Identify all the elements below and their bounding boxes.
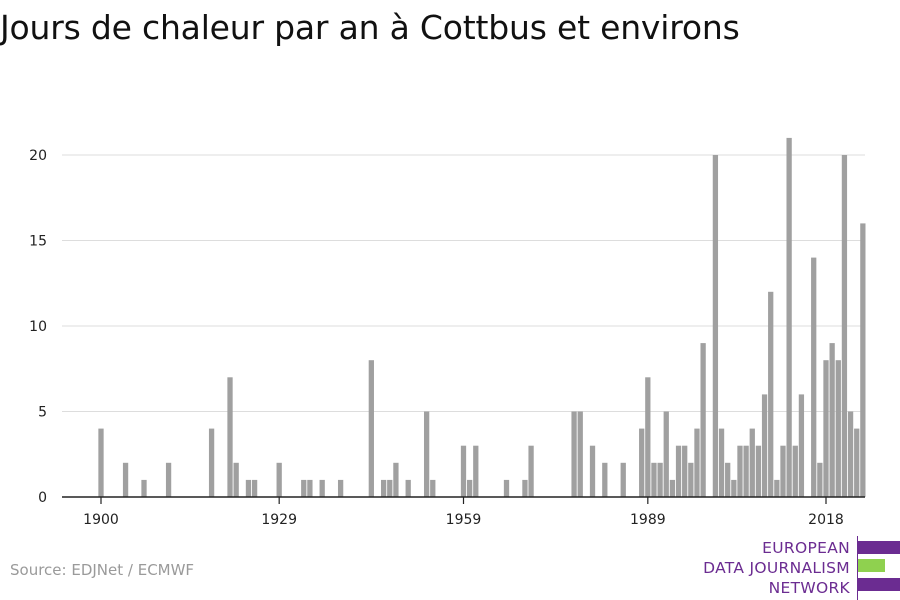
bar-1921 (227, 377, 233, 497)
bar-2012 (786, 137, 792, 497)
bar-1944 (368, 360, 374, 497)
bar-1904 (122, 462, 129, 497)
bar-1911 (165, 462, 172, 497)
gridlines (62, 154, 865, 412)
bar-1924 (245, 479, 252, 497)
bar-1989 (645, 377, 651, 497)
bar-2009 (768, 291, 774, 497)
bar-1982 (602, 462, 608, 497)
logo-divider (857, 536, 858, 600)
bar-1947 (387, 479, 393, 497)
bar-1948 (393, 462, 399, 497)
bar-1993 (669, 479, 676, 497)
logo-line-2: DATA JOURNALISM (703, 559, 850, 577)
y-tick-label-5: 5 (38, 405, 47, 421)
bar-1959 (460, 445, 467, 497)
bar-1988 (639, 428, 645, 497)
bar-1950 (405, 479, 411, 497)
logo-bar-bottom (858, 578, 900, 591)
bars (98, 137, 866, 497)
bar-1997 (694, 428, 700, 497)
bar-1969 (522, 479, 528, 497)
bar-1929 (276, 462, 282, 497)
bar-2002 (725, 462, 731, 497)
bar-2010 (774, 479, 780, 497)
axes: 0 5 10 15 20 1900 1929 1959 1989 2018 (29, 148, 865, 528)
bar-1980 (589, 445, 596, 497)
bar-2020 (835, 360, 841, 497)
bar-2017 (817, 462, 823, 497)
bar-1922 (233, 462, 239, 497)
bar-1936 (319, 479, 325, 497)
bar-1990 (651, 462, 657, 497)
bar-1934 (307, 479, 313, 497)
bar-1985 (620, 462, 626, 497)
logo-line-1: EUROPEAN (762, 539, 850, 557)
bar-2000 (712, 155, 719, 497)
bar-2014 (798, 394, 805, 497)
bar-2001 (718, 428, 725, 497)
x-tick-label-1929: 1929 (261, 512, 297, 528)
bar-2019 (829, 343, 835, 497)
bar-2003 (731, 479, 737, 497)
bar-2011 (780, 445, 786, 497)
bar-2005 (743, 445, 749, 497)
bar-1961 (473, 445, 479, 497)
y-tick-label-15: 15 (29, 234, 47, 250)
chart-title: Jours de chaleur par an à Cottbus et env… (0, 8, 740, 47)
bar-1939 (337, 479, 344, 497)
bar-1954 (430, 479, 436, 497)
bar-2013 (792, 445, 798, 497)
bar-1992 (663, 411, 669, 497)
x-tick-label-1959: 1959 (446, 512, 482, 528)
logo-bar-top (858, 541, 900, 554)
bar-1960 (467, 479, 473, 497)
bar-1946 (380, 479, 387, 497)
bar-2016 (811, 257, 817, 497)
bar-1900 (98, 428, 104, 497)
y-tick-label-0: 0 (38, 490, 47, 506)
bar-1991 (657, 462, 663, 497)
y-tick-label-20: 20 (29, 148, 47, 164)
bar-2022 (847, 411, 854, 497)
bar-2007 (755, 445, 762, 497)
bar-1907 (141, 479, 147, 497)
bar-1996 (688, 462, 694, 497)
bar-2021 (841, 155, 848, 497)
bar-2023 (854, 428, 860, 497)
bar-1970 (528, 445, 534, 497)
bar-1918 (208, 428, 215, 497)
bar-1933 (301, 479, 307, 497)
edjnet-logo: EUROPEAN DATA JOURNALISM NETWORK (700, 536, 900, 600)
bar-2006 (749, 428, 755, 497)
bar-1925 (251, 479, 258, 497)
bar-1977 (571, 411, 577, 497)
bar-1953 (423, 411, 430, 497)
bar-2024 (860, 223, 866, 497)
logo-bar-middle (858, 559, 885, 572)
logo-line-3: NETWORK (768, 579, 850, 597)
y-tick-label-10: 10 (29, 319, 47, 335)
x-tick-label-2018: 2018 (808, 512, 844, 528)
bar-1978 (577, 411, 583, 497)
logo-text: EUROPEAN DATA JOURNALISM NETWORK (703, 538, 850, 598)
source-note: Source: EDJNet / ECMWF (10, 561, 195, 579)
bar-1998 (700, 343, 706, 497)
bar-1994 (675, 445, 682, 497)
bar-2004 (737, 445, 743, 497)
bar-1995 (682, 445, 688, 497)
bar-2018 (823, 360, 829, 497)
x-tick-label-1900: 1900 (83, 512, 119, 528)
x-tick-label-1989: 1989 (630, 512, 666, 528)
bar-2008 (761, 394, 768, 497)
bar-1966 (503, 479, 510, 497)
